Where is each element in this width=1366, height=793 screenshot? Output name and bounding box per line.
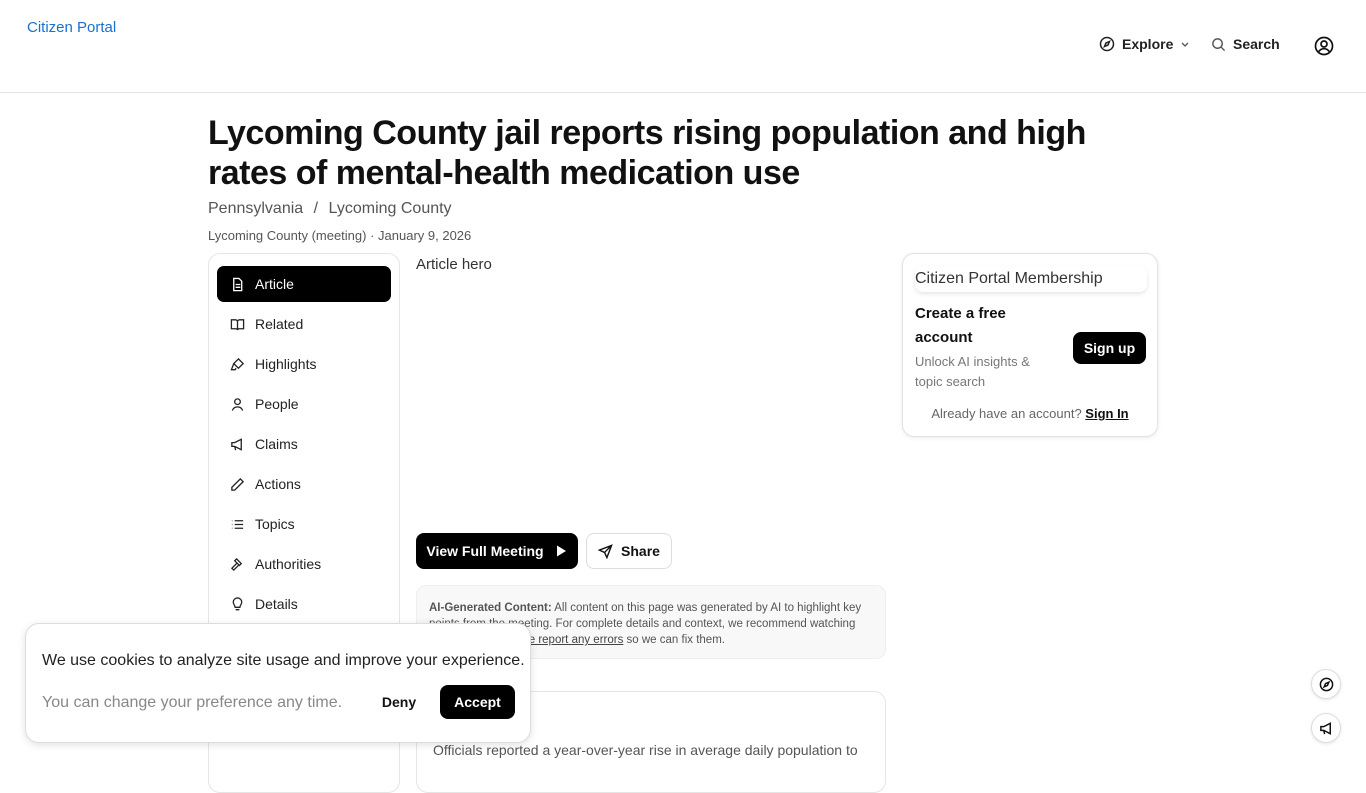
sidebar-item-label: Authorities xyxy=(255,556,322,572)
breadcrumb: Pennsylvania / Lycoming County xyxy=(208,200,452,217)
account-button[interactable] xyxy=(1314,36,1334,56)
membership-subtext: Unlock AI insights & topic search xyxy=(915,354,1030,389)
view-full-meeting-button[interactable]: View Full Meeting xyxy=(416,533,578,569)
lightbulb-icon xyxy=(232,596,243,610)
gavel-icon xyxy=(230,557,243,571)
membership-image: Citizen Portal Membership xyxy=(915,266,1147,292)
sign-up-button[interactable]: Sign up xyxy=(1073,332,1146,364)
search-button[interactable]: Search xyxy=(1211,36,1280,52)
sidebar-item-label: Related xyxy=(255,316,304,332)
pen-icon xyxy=(231,477,245,491)
sidebar-item-topics[interactable]: Topics xyxy=(217,506,391,542)
sidebar-item-label: Highlights xyxy=(255,356,317,372)
compass-icon xyxy=(1099,36,1115,52)
article-hero-image: Article hero xyxy=(416,256,492,273)
sidebar-item-highlights[interactable]: Highlights xyxy=(217,346,391,382)
play-icon xyxy=(556,545,566,557)
search-icon xyxy=(1212,37,1226,51)
deny-button[interactable]: Deny xyxy=(381,694,417,710)
send-icon xyxy=(598,543,613,559)
header: Citizen Portal Explore Search xyxy=(0,0,1366,93)
accept-button[interactable]: Accept xyxy=(440,685,515,719)
user-circle-icon xyxy=(1314,36,1334,56)
book-icon xyxy=(230,318,245,330)
document-icon xyxy=(233,277,243,291)
feedback-fab[interactable] xyxy=(1311,713,1341,743)
sidebar-item-label: Topics xyxy=(255,516,295,532)
sidebar-item-details[interactable]: Details xyxy=(217,586,391,622)
sign-in-link[interactable]: Sign In xyxy=(1085,406,1129,421)
sidebar-item-label: Actions xyxy=(255,476,301,492)
breadcrumb-state[interactable]: Pennsylvania xyxy=(208,200,304,217)
sidebar-item-label: Details xyxy=(255,596,298,612)
sidebar-item-actions[interactable]: Actions xyxy=(217,466,391,502)
megaphone-icon xyxy=(231,437,242,451)
cookie-banner: We use cookies to analyze site usage and… xyxy=(25,623,531,743)
explore-fab[interactable] xyxy=(1311,669,1341,699)
membership-heading: Create a free account xyxy=(915,305,1006,346)
breadcrumb-county[interactable]: Lycoming County xyxy=(328,200,452,217)
sidebar-item-claims[interactable]: Claims xyxy=(217,426,391,462)
sidebar-item-label: Article xyxy=(255,276,294,292)
logo[interactable]: Citizen Portal xyxy=(27,19,117,36)
sidebar-item-people[interactable]: People xyxy=(217,386,391,422)
person-icon xyxy=(231,397,244,411)
compass-icon xyxy=(1319,677,1333,691)
sidebar-item-label: People xyxy=(255,396,299,412)
highlighter-icon xyxy=(230,357,245,370)
megaphone-icon xyxy=(1319,721,1331,735)
article-meta: Lycoming County (meeting) · January 9, 2… xyxy=(208,228,472,243)
sidebar-item-related[interactable]: Related xyxy=(217,306,391,342)
sidebar-item-authorities[interactable]: Authorities xyxy=(217,546,391,582)
chevron-down-icon xyxy=(1181,42,1189,47)
sidebar-item-label: Claims xyxy=(255,436,298,452)
membership-card: Citizen Portal Membership Create a free … xyxy=(902,253,1158,437)
sidebar-item-article[interactable]: Article xyxy=(217,266,391,302)
list-icon xyxy=(231,519,244,529)
share-button[interactable]: Share xyxy=(586,533,672,569)
page-title: Lycoming County jail reports rising popu… xyxy=(208,114,1086,192)
explore-menu[interactable]: Explore xyxy=(1099,36,1190,52)
